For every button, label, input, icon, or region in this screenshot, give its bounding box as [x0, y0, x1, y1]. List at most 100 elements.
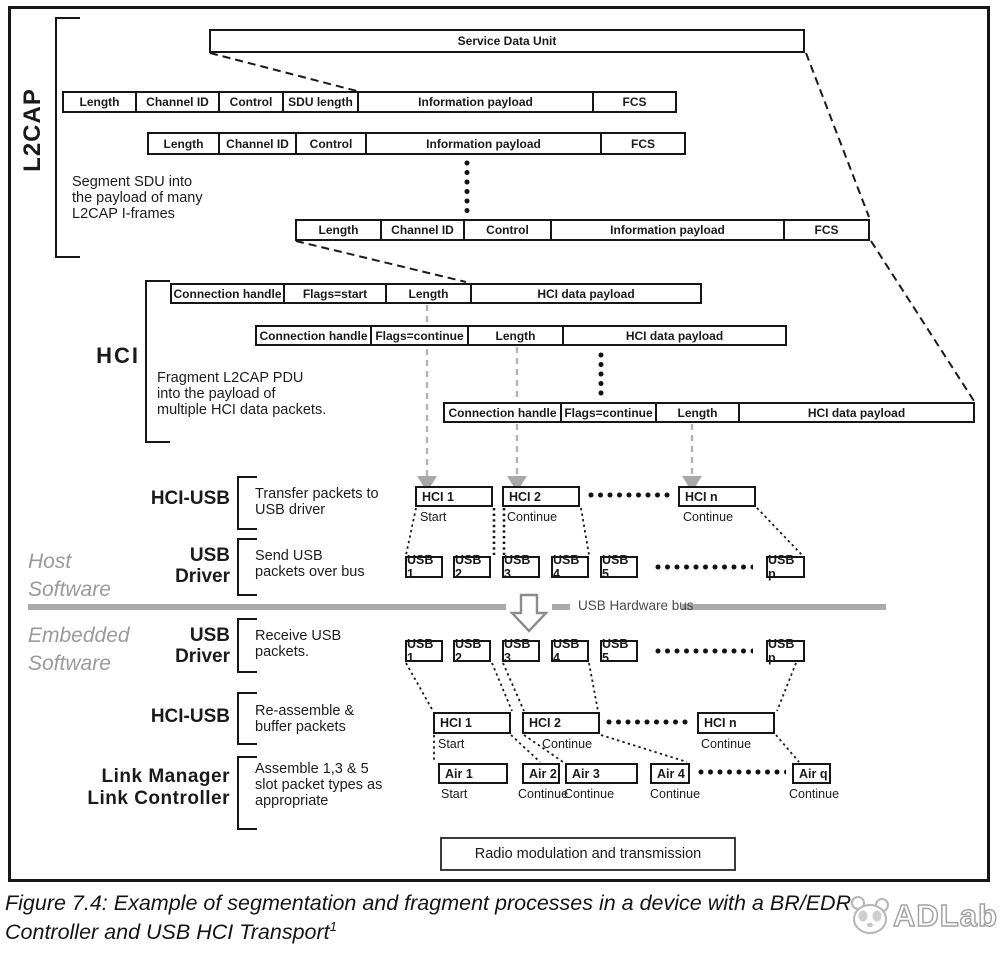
adlab-panda-logo-icon: [851, 896, 889, 934]
packet-tag: Continue: [683, 510, 734, 524]
packet-tag: Continue: [650, 787, 701, 801]
embedded-usb-driver-label: USB Driver: [175, 625, 230, 667]
field-hci-data-payload: HCI data payload: [472, 285, 700, 302]
field-control: Control: [465, 221, 552, 239]
field-channel-id: Channel ID: [382, 221, 465, 239]
host-hci-usb-description: Transfer packets to USB driver: [255, 486, 379, 519]
field-fcs: FCS: [602, 134, 684, 153]
field-flags: Flags=start: [285, 285, 387, 302]
footnote-reference: 1: [329, 919, 337, 934]
host-usb-packet: USB 4: [551, 553, 589, 581]
field-length: Length: [657, 404, 740, 421]
usb-bus-label: USB Hardware bus: [578, 598, 694, 613]
field-fcs: FCS: [594, 93, 675, 111]
hci-frame-3: Connection handle Flags=continue Length …: [443, 402, 975, 423]
packet-tag: Start: [420, 510, 447, 524]
figure-caption-text: Controller and USB HCI Transport: [5, 920, 330, 945]
packet-tag: Continue: [701, 737, 752, 751]
l2cap-frame-3: Length Channel ID Control Information pa…: [295, 219, 870, 241]
packet-tag: Continue: [542, 737, 593, 751]
field-length: Length: [149, 134, 220, 153]
embedded-usb-driver-description: Receive USB packets.: [255, 628, 342, 661]
embedded-hci-usb-description: Re-assemble & buffer packets: [255, 703, 355, 736]
field-channel-id: Channel ID: [220, 134, 297, 153]
embedded-software-label: Embedded Software: [28, 624, 130, 676]
link-manager-label: Link Manager Link Controller: [87, 766, 230, 809]
hci-frame-2: Connection handle Flags=continue Length …: [255, 325, 787, 346]
l2cap-bracket: [55, 17, 80, 258]
usb-bus-bar: [28, 604, 506, 610]
embedded-hci-packet: HCI n: [697, 712, 775, 734]
embedded-usb-packet: USB 2: [453, 637, 491, 665]
field-info-payload: Information payload: [552, 221, 785, 239]
field-length: Length: [64, 93, 137, 111]
link-manager-bracket: [237, 756, 257, 830]
host-usb-driver-description: Send USB packets over bus: [255, 548, 365, 581]
host-software-label: Host Software: [28, 550, 111, 602]
l2cap-description: Segment SDU into the payload of many L2C…: [72, 174, 203, 223]
diagram-border: [8, 6, 990, 882]
field-hci-data-payload: HCI data payload: [740, 404, 973, 421]
embedded-usb-packet: USB 1: [405, 637, 443, 665]
field-info-payload: Information payload: [359, 93, 594, 111]
field-hci-data-payload: HCI data payload: [564, 327, 785, 344]
field-flags: Flags=continue: [562, 404, 657, 421]
link-manager-description: Assemble 1,3 & 5 slot packet types as ap…: [255, 761, 383, 810]
figure-caption-line1: Figure 7.4: Example of segmentation and …: [5, 891, 852, 915]
hci-section-label: HCI: [96, 343, 140, 368]
field-info-payload: Information payload: [367, 134, 602, 153]
host-usb-packet: USB 1: [405, 553, 443, 581]
host-usb-packet: USB 3: [502, 553, 540, 581]
field-sdu-length: SDU length: [284, 93, 359, 111]
adlab-watermark: ADLab: [892, 897, 998, 934]
sdu-label: Service Data Unit: [211, 31, 803, 51]
embedded-usb-packet: USB 4: [551, 637, 589, 665]
host-usb-packet: USB p: [766, 553, 805, 581]
host-usb-packet: USB 2: [453, 553, 491, 581]
field-fcs: FCS: [785, 221, 868, 239]
embedded-usb-driver-bracket: [237, 618, 257, 673]
host-hci-packet: HCI n: [678, 486, 756, 507]
field-connection-handle: Connection handle: [445, 404, 562, 421]
packet-tag: Continue: [564, 787, 615, 801]
field-connection-handle: Connection handle: [172, 285, 285, 302]
packet-tag: Continue: [507, 510, 558, 524]
air-packet: Air 2: [522, 763, 560, 784]
packet-tag: Start: [438, 737, 465, 751]
host-hci-packet: HCI 1: [415, 486, 493, 507]
field-length: Length: [297, 221, 382, 239]
field-flags: Flags=continue: [372, 327, 469, 344]
vertical-ellipsis: [464, 160, 470, 216]
host-usb-driver-label: USB Driver: [175, 545, 230, 587]
radio-modulation-box: Radio modulation and transmission: [440, 837, 736, 871]
air-packet: Air q: [792, 763, 831, 784]
l2cap-frame-2: Length Channel ID Control Information pa…: [147, 132, 686, 155]
usb-bus-bar: [682, 604, 886, 610]
packet-tag: Continue: [518, 787, 569, 801]
embedded-usb-packet: USB 5: [600, 637, 638, 665]
air-packet: Air 3: [565, 763, 638, 784]
horizontal-ellipsis: [698, 769, 786, 775]
field-length: Length: [469, 327, 564, 344]
field-length: Length: [387, 285, 472, 302]
air-packet: Air 4: [650, 763, 690, 784]
packet-tag: Start: [441, 787, 468, 801]
air-packet: Air 1: [438, 763, 508, 784]
usb-bus-bar: [552, 604, 570, 610]
embedded-usb-packet: USB p: [766, 637, 805, 665]
horizontal-ellipsis: [606, 719, 690, 725]
l2cap-frame-1: Length Channel ID Control SDU length Inf…: [62, 91, 677, 113]
embedded-usb-packet: USB 3: [502, 637, 540, 665]
embedded-hci-usb-label: HCI-USB: [150, 706, 230, 727]
hci-description: Fragment L2CAP PDU into the payload of m…: [157, 370, 327, 419]
embedded-hci-usb-bracket: [237, 692, 257, 745]
figure-caption-line2: Controller and USB HCI Transport1: [5, 919, 337, 945]
vertical-ellipsis: [598, 352, 604, 400]
horizontal-ellipsis: [588, 492, 670, 498]
hci-bracket: [145, 280, 170, 443]
sdu-box: Service Data Unit: [209, 29, 805, 53]
horizontal-ellipsis: [655, 648, 753, 654]
host-hci-packet: HCI 2: [502, 486, 580, 507]
field-channel-id: Channel ID: [137, 93, 220, 111]
